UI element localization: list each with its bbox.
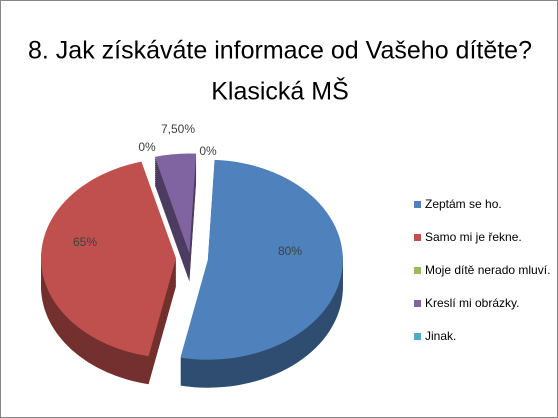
data-label: 7,50%	[161, 122, 195, 136]
data-label: 65%	[73, 235, 97, 249]
legend-swatch	[414, 300, 421, 307]
slice	[180, 159, 343, 360]
legend-label: Samo mi je řekne.	[425, 230, 522, 244]
legend-swatch	[414, 201, 421, 208]
slice	[154, 153, 197, 254]
legend-label: Moje dítě nerado mluví.	[425, 263, 550, 277]
data-label: 80%	[278, 244, 302, 258]
legend-swatch	[414, 267, 421, 274]
slice	[41, 161, 177, 357]
legend-swatch	[414, 234, 421, 241]
legend-label: Zeptám se ho.	[425, 197, 502, 211]
data-label: 0%	[138, 140, 156, 154]
legend-label: Kreslí mi obrázky.	[425, 296, 519, 310]
data-label: 0%	[199, 144, 217, 158]
chart-title: 8. Jak získáváte informace od Vašeho dít…	[28, 37, 532, 65]
legend-label: Jinak.	[425, 329, 456, 343]
chart-title: Klasická MŠ	[211, 77, 349, 106]
legend-swatch	[414, 333, 421, 340]
